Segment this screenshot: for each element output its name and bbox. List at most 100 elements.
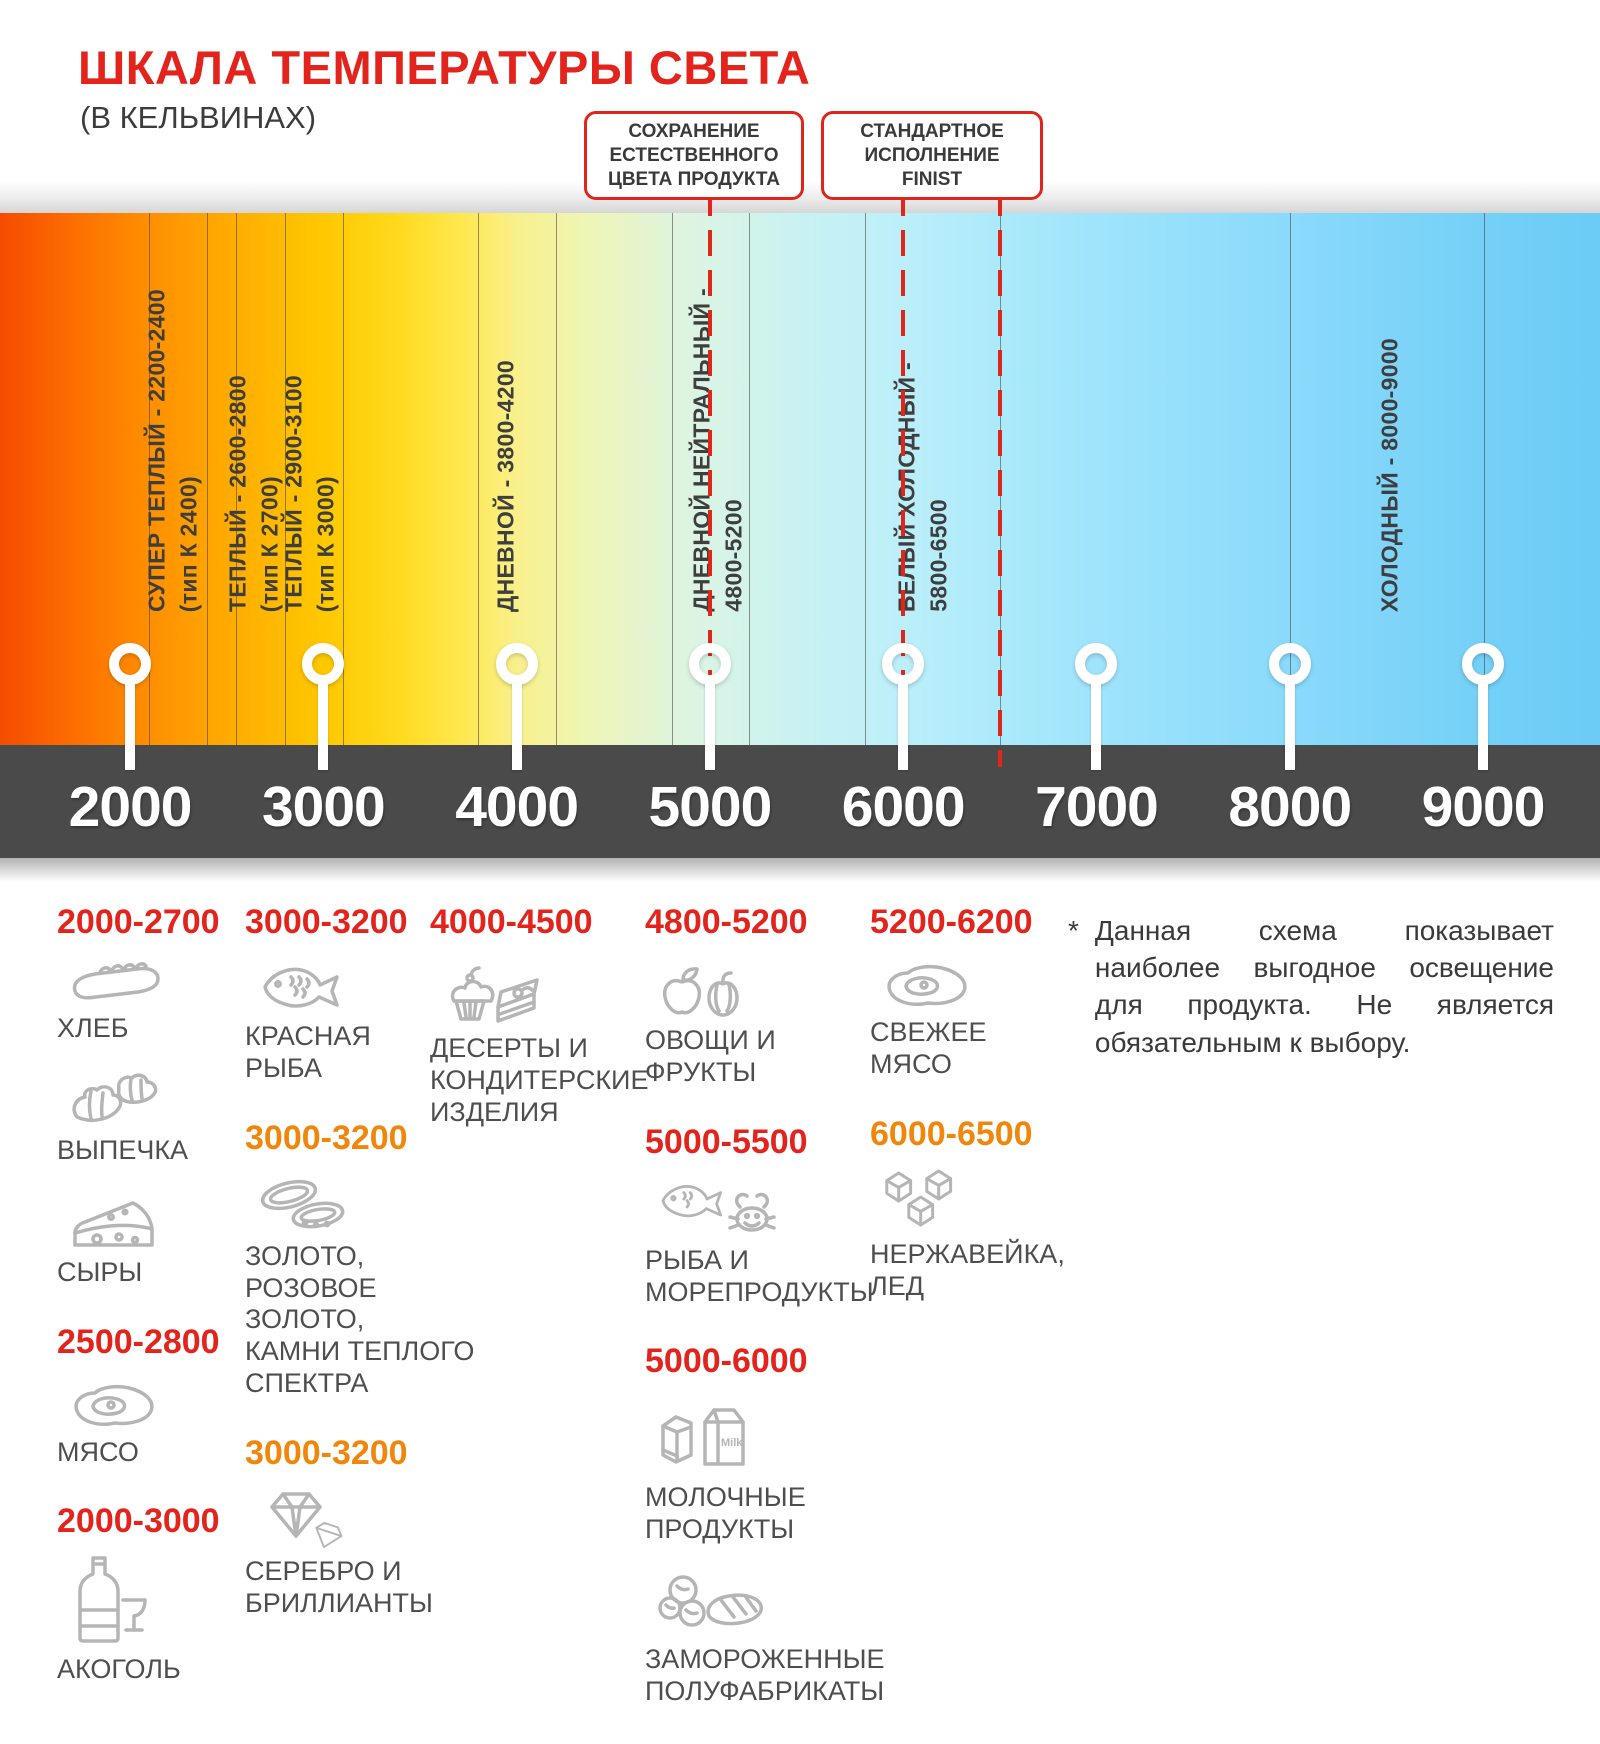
pin-stem [125, 682, 136, 770]
legend-item-label: ЗАМОРОЖЕННЫЕ ПОЛУФАБРИКАТЫ [645, 1644, 885, 1707]
range-label-line: СУПЕР ТЕПЛЫЙ - 2200-2400 [143, 289, 170, 612]
pin-stem [704, 682, 715, 770]
legend-item: ДЕСЕРТЫ И КОНДИТЕРСКИЕ ИЗДЕЛИЯ [430, 955, 649, 1129]
range-label-daylight-neutral: ДНЕВНОЙ НЕЙТРАЛЬНЫЙ - 4800-5200 [689, 288, 748, 612]
ice-cubes-icon [880, 1167, 1075, 1233]
kelvin-gridline-3100 [342, 213, 344, 745]
range-label-line: 4800-5200 [720, 499, 747, 612]
range-heading: 5200-6200 [870, 903, 1033, 941]
callout-natural-color: СОХРАНЕНИЕ ЕСТЕСТВЕННОГО ЦВЕТА ПРОДУКТА [584, 111, 804, 201]
axis-bar [0, 745, 1600, 858]
legend-item-label: МЯСО [57, 1436, 139, 1467]
kelvin-gridline-5800 [864, 213, 866, 745]
kelvin-gridline-3800 [478, 213, 480, 745]
scale-pin-5000 [688, 643, 731, 770]
range-label-line: (тип К 2400) [175, 475, 202, 612]
legend-item: НЕРЖАВЕЙКА, ЛЕД [870, 1167, 1075, 1303]
rings-icon [255, 1171, 490, 1235]
range-label-line: ХОЛОДНЫЙ - 8000-9000 [1376, 337, 1403, 612]
legend-item-label: КРАСНАЯ РЫБА [245, 1021, 371, 1083]
range-label-cold: ХОЛОДНЫЙ - 8000-9000 [1377, 338, 1404, 612]
tick-label-5000: 5000 [648, 775, 773, 839]
legend-item: ЗАМОРОЖЕННЫЕ ПОЛУФАБРИКАТЫ [645, 1568, 895, 1708]
legend-group: 4800-5200 ОВОЩИ И ФРУКТЫ [645, 905, 895, 1089]
page-subtitle: (В КЕЛЬВИНАХ) [80, 100, 317, 135]
kelvin-gridline-2100 [149, 213, 151, 745]
kelvin-gridline-9000 [1483, 213, 1485, 745]
scale-pin-3000 [302, 643, 345, 770]
footnote: * Данная схема показывает наиболее выгод… [1068, 912, 1554, 1061]
pin-stem [1284, 682, 1295, 770]
pin-stem [511, 682, 522, 770]
legend-item: ЗОЛОТО, РОЗОВОЕ ЗОЛОТО, КАМНИ ТЕПЛОГО СП… [245, 1171, 490, 1400]
pin-stem [1091, 682, 1102, 770]
pin-stem [318, 682, 329, 770]
callout-connector-6000 [901, 190, 906, 767]
pin-ring [1075, 643, 1118, 685]
legend-group: 4000-4500 ДЕСЕРТЫ И КОНДИТЕРСКИЕ ИЗДЕЛИЯ [430, 905, 649, 1129]
scale-pin-9000 [1462, 643, 1505, 770]
legend-item-label: СЫРЫ [57, 1256, 143, 1287]
range-heading: 5000-6000 [645, 1342, 808, 1381]
cheese-icon [67, 1189, 232, 1251]
range-label-daylight: ДНЕВНОЙ - 3800-4200 [492, 360, 519, 612]
callout-connector-6500 [998, 190, 1003, 767]
pin-stem [1478, 682, 1489, 770]
legend-group: 2000-2700 ХЛЕБ ВЫПЕЧКА СЫРЫ [57, 905, 232, 1289]
legend-group: 5000-6000 Milk МОЛОЧНЫЕ ПРОДУКТЫ ЗАМОРОЖ… [645, 1344, 895, 1707]
pin-ring [1462, 643, 1505, 685]
tick-label-9000: 9000 [1421, 775, 1546, 839]
range-label-line: БЕЛЫЙ ХОЛОДНЫЙ - [893, 361, 920, 612]
range-heading: 5000-5500 [645, 1122, 808, 1161]
range-heading: 3000-3200 [245, 903, 408, 941]
kelvin-gridline-8000 [1290, 213, 1292, 745]
pin-ring [882, 643, 925, 685]
legend-item-label: ЗОЛОТО, РОЗОВОЕ ЗОЛОТО, КАМНИ ТЕПЛОГО СП… [245, 1240, 475, 1399]
range-label-line: ДНЕВНОЙ - 3800-4200 [492, 359, 519, 612]
kelvin-gridline-2550 [236, 213, 238, 745]
range-label-line: 5800-6500 [925, 499, 952, 612]
range-heading: 2000-2700 [57, 903, 220, 941]
kelvin-gridline-2400 [207, 213, 209, 745]
legend-item: РЫБА И МОРЕПРОДУКТЫ [645, 1175, 895, 1309]
kelvin-gridline-5200 [748, 213, 750, 745]
legend-item: ОВОЩИ И ФРУКТЫ [645, 955, 895, 1089]
milk-carton-text: Milk [721, 1437, 743, 1449]
legend-item-label: АКОГОЛЬ [57, 1654, 181, 1685]
tick-label-3000: 3000 [261, 775, 386, 839]
frozen-food-icon [655, 1568, 895, 1638]
infographic-light-temperature-scale: { "title": "ШКАЛА ТЕМПЕРАТУРЫ СВЕТА", "s… [0, 41, 1600, 1707]
croissant-icon [67, 1067, 232, 1129]
legend-item: ВЫПЕЧКА [57, 1067, 232, 1167]
tick-label-2000: 2000 [68, 775, 193, 839]
meat-icon [67, 1375, 232, 1431]
legend-item-label: НЕРЖАВЕЙКА, ЛЕД [870, 1238, 1065, 1301]
legend-item-label: ДЕСЕРТЫ И КОНДИТЕРСКИЕ ИЗДЕЛИЯ [430, 1033, 649, 1127]
legend-item-label: РЫБА И МОРЕПРОДУКТЫ [645, 1244, 874, 1307]
scale-pin-4000 [495, 643, 538, 770]
diamonds-icon [255, 1486, 490, 1550]
legend-column-4: 4800-5200 ОВОЩИ И ФРУКТЫ 5000-5500 РЫБА … [645, 905, 895, 1744]
range-label-line: (тип К 3000) [312, 475, 339, 612]
kelvin-gridline-4800 [671, 213, 673, 745]
legend-group: 5200-6200 СВЕЖЕЕ МЯСО [870, 905, 1075, 1081]
legend-item: АКОГОЛЬ [57, 1554, 232, 1686]
dairy-icon: Milk [655, 1394, 895, 1476]
range-label-line: ТЕПЛЫЙ - 2900-3100 [280, 375, 307, 612]
pin-ring [109, 643, 152, 685]
pin-ring [302, 643, 345, 685]
fish-icon [255, 955, 490, 1015]
legend-group: 5000-5500 РЫБА И МОРЕПРОДУКТЫ [645, 1125, 895, 1309]
tick-label-7000: 7000 [1035, 775, 1159, 839]
scale-pin-8000 [1268, 643, 1311, 770]
range-heading: 4800-5200 [645, 903, 808, 941]
tick-label-6000: 6000 [841, 775, 966, 839]
spectrum-gradient: СУПЕР ТЕПЛЫЙ - 2200-2400 (тип К 2400) ТЕ… [0, 213, 1600, 745]
legend-item-label: ВЫПЕЧКА [57, 1134, 189, 1165]
legend-item-label: МОЛОЧНЫЕ ПРОДУКТЫ [645, 1482, 806, 1545]
legend-item: СВЕЖЕЕ МЯСО [870, 955, 1075, 1081]
scale-pin-2000 [109, 643, 152, 770]
callout-finist-standard: СТАНДАРТНОЕ ИСПОЛНЕНИЕ FINIST [821, 111, 1043, 201]
scale-pin-6000 [882, 643, 925, 770]
range-label-warm-3000: ТЕПЛЫЙ - 2900-3100 (тип К 3000) [281, 375, 340, 612]
